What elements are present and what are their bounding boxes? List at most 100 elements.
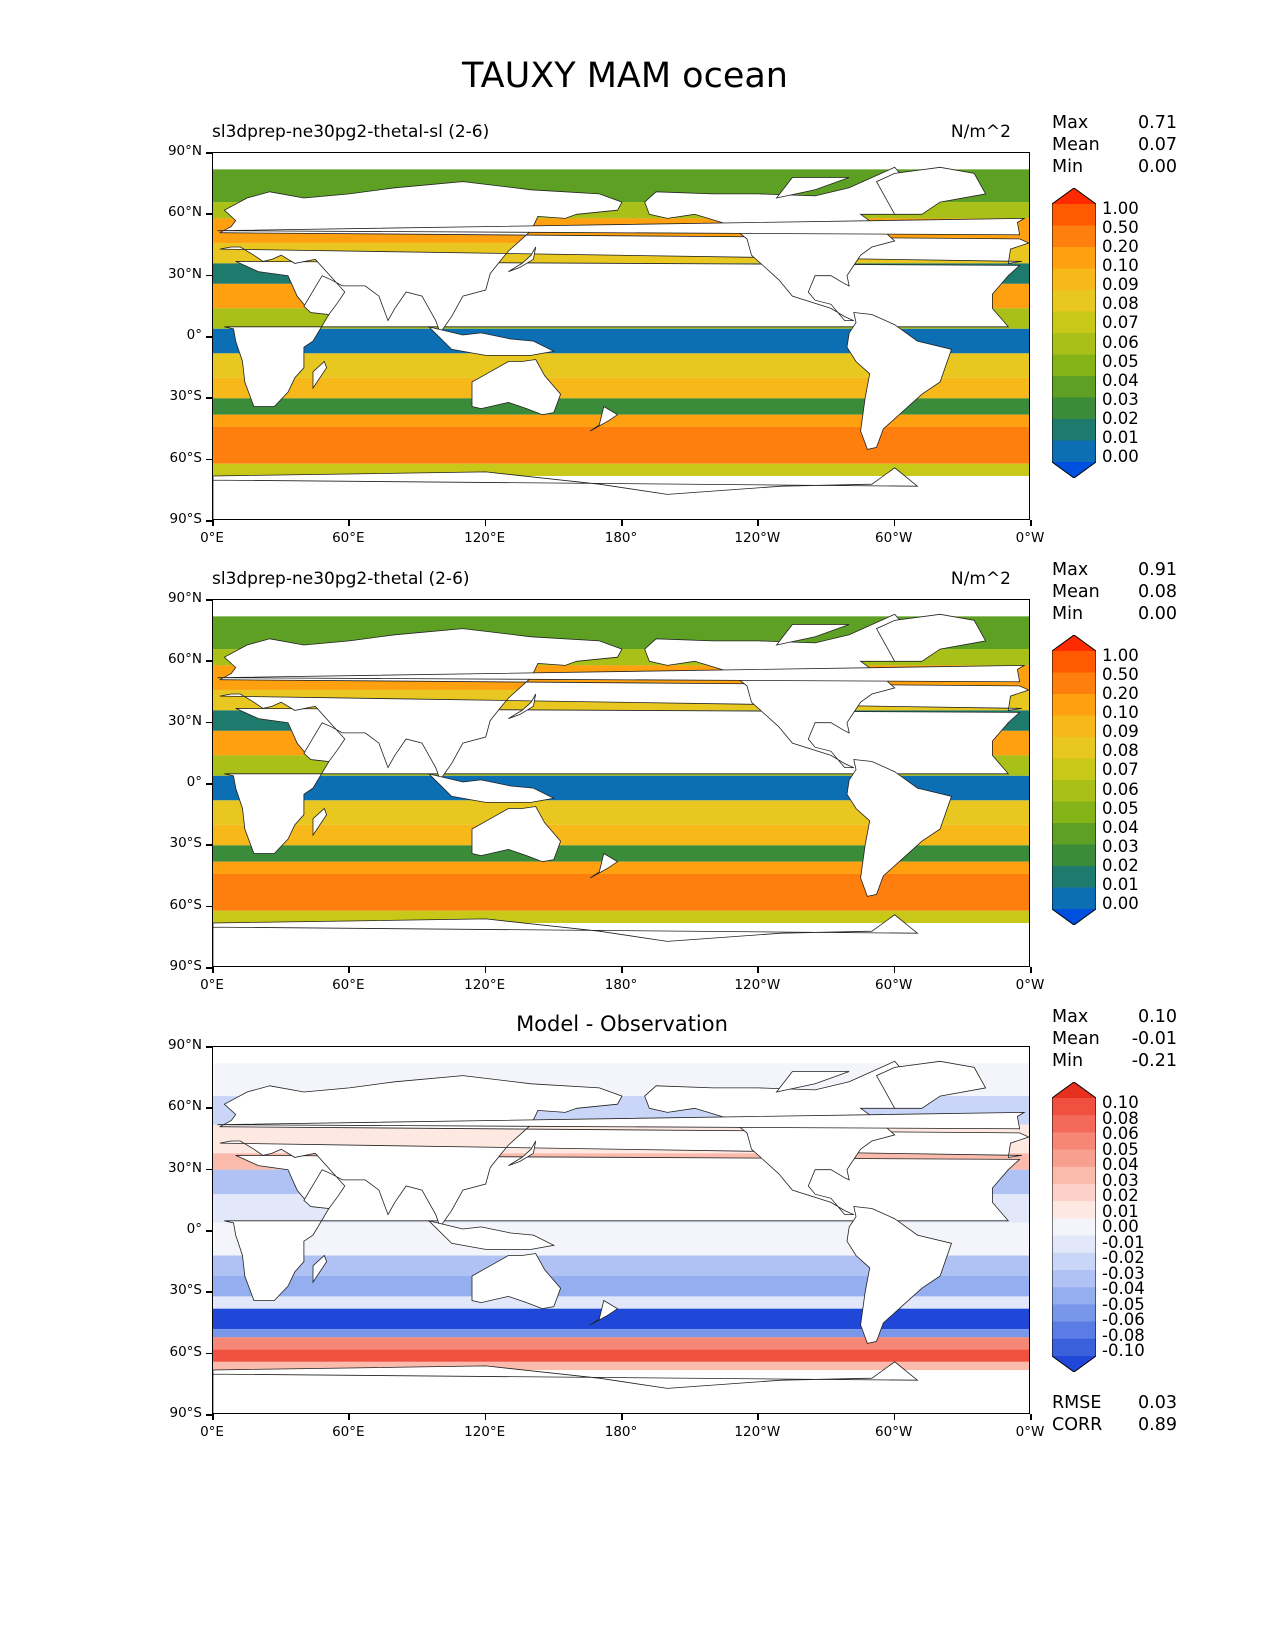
colorbar-tick-label: 0.01 [1102, 874, 1139, 894]
y-tick-label: 30°S [169, 1282, 203, 1299]
colorbar-tick-label: 0.02 [1102, 408, 1139, 428]
colorbar-tick-label: 0.10 [1102, 1093, 1139, 1112]
colorbar-tick-label: 0.06 [1102, 1124, 1139, 1143]
colorbar-tick-label: 0.00 [1102, 894, 1139, 913]
x-tick-label: 0°W [1015, 1424, 1045, 1440]
x-tick-mark [348, 520, 350, 526]
map-diff [212, 1046, 1030, 1414]
x-tick-label: 0°W [1015, 530, 1045, 546]
stat-label: Min [1052, 1051, 1084, 1071]
stat-label: Mean [1052, 1029, 1100, 1049]
colorbar-tick-label: 0.05 [1102, 1139, 1139, 1159]
stat-value: 0.10 [1138, 1007, 1177, 1027]
colorbar-segment [1052, 780, 1096, 802]
y-tick-mark [206, 967, 212, 969]
x-tick-mark [621, 520, 623, 526]
coastline [775, 177, 850, 199]
colorbar-segment [1052, 354, 1096, 377]
stat-label: Min [1052, 604, 1084, 624]
x-tick-mark [893, 967, 896, 973]
colorbar-segment [1052, 1235, 1096, 1254]
stat-row: CORR 0.89 [1052, 1414, 1177, 1436]
field-band [213, 1337, 1029, 1350]
x-tick-label: 0°E [200, 1424, 224, 1440]
panel-title: Model - Observation [516, 1012, 728, 1036]
x-tick-mark [212, 1414, 214, 1420]
stat-value: 0.91 [1138, 560, 1177, 580]
field-band [213, 873, 1029, 911]
x-tick-mark [1030, 520, 1032, 526]
colorbar-segment [1052, 758, 1096, 781]
stat-value: 0.00 [1138, 157, 1177, 177]
coastline [217, 664, 1026, 683]
stat-row: Max 0.71 [1052, 112, 1177, 134]
stat-row: RMSE 0.03 [1052, 1392, 1177, 1414]
units-label: N/m^2 [950, 122, 1011, 142]
colorbar-tick-label: 0.09 [1102, 722, 1139, 742]
colorbar-tick-label: 0.00 [1102, 447, 1139, 466]
coastline [875, 1060, 987, 1109]
y-tick-mark [206, 1414, 212, 1416]
y-tick-label: 90°S [169, 1405, 203, 1421]
stat-label: Mean [1052, 582, 1100, 602]
x-tick-mark [757, 967, 759, 973]
x-tick-label: 120°E [464, 977, 506, 993]
colorbar-tick-label: -0.01 [1102, 1232, 1145, 1252]
y-tick-label: 30°N [167, 1159, 202, 1176]
x-tick-mark [348, 1414, 350, 1420]
field-band [213, 1296, 1029, 1309]
stat-label: CORR [1052, 1415, 1103, 1435]
colorbar-tick-label: 0.04 [1102, 370, 1139, 390]
field-band [213, 1255, 1029, 1276]
colorbar-tick-label: 0.50 [1102, 218, 1139, 238]
y-tick-label: 90°S [169, 958, 203, 974]
colorbar-segment [1052, 844, 1096, 867]
colorbar-segment [1052, 737, 1096, 759]
stat-row: Mean -0.01 [1052, 1028, 1177, 1050]
colorbar-segment [1052, 1270, 1096, 1288]
y-tick-label: 90°N [167, 1037, 202, 1053]
colorbar-tick-label: 0.20 [1102, 684, 1139, 704]
colorbar-extend-min [1052, 1356, 1096, 1372]
stat-value: 0.71 [1138, 113, 1177, 133]
stat-row: Min 0.00 [1052, 603, 1177, 625]
stat-label: Mean [1052, 135, 1100, 155]
x-tick-label: 60°E [332, 530, 365, 546]
x-tick-label: 180° [604, 530, 638, 546]
field-band [213, 1329, 1029, 1338]
colorbar-segment [1052, 1338, 1096, 1357]
coastline [875, 613, 987, 662]
field-band [213, 1349, 1029, 1362]
y-tick-label: 30°N [167, 712, 202, 729]
colorbar-segment [1052, 1304, 1096, 1323]
stat-row: Mean 0.08 [1052, 581, 1177, 603]
y-tick-mark [206, 458, 212, 461]
y-tick-label: 90°N [167, 143, 202, 159]
colorbar-tick-label: 1.00 [1102, 646, 1139, 665]
field-band [213, 426, 1029, 464]
colorbar-segment [1052, 1098, 1096, 1116]
y-tick-mark [206, 152, 212, 154]
x-tick-label: 120°W [734, 977, 781, 993]
y-tick-label: 0° [186, 1221, 202, 1237]
colorbar-tick-label: -0.03 [1102, 1263, 1145, 1283]
stat-value: -0.21 [1131, 1051, 1177, 1071]
colorbar-tick-label: 0.10 [1102, 256, 1139, 276]
coastline [217, 1111, 1026, 1130]
coastline [213, 914, 919, 966]
colorbar-extend-min [1052, 462, 1096, 478]
colorbar-segment [1052, 694, 1096, 716]
y-tick-label: 60°S [169, 896, 203, 913]
colorbar-segment [1052, 225, 1096, 248]
coastline [312, 807, 328, 837]
colorbar-segment [1052, 1132, 1096, 1151]
colorbar-tick-label: 1.00 [1102, 199, 1139, 218]
y-tick-mark [206, 336, 212, 338]
panel-title: sl3dprep-ne30pg2-thetal (2-6) [212, 569, 470, 589]
coastline [471, 1253, 562, 1310]
coastline [508, 693, 537, 719]
y-tick-mark [206, 721, 212, 724]
y-tick-label: 60°S [169, 449, 203, 466]
map-test [212, 152, 1030, 520]
field-band [213, 414, 1029, 427]
